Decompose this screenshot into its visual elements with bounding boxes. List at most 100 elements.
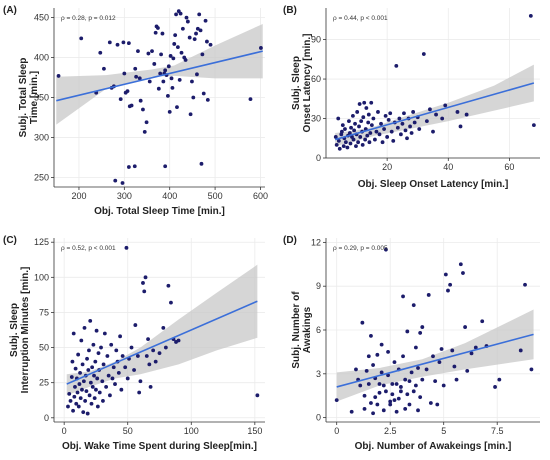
data-point: [185, 19, 190, 24]
plot-area: [334, 247, 534, 416]
data-point: [455, 110, 460, 114]
data-point: [132, 164, 137, 169]
data-point: [122, 71, 127, 76]
data-point: [81, 410, 86, 415]
stat-annotation: ρ = 0.28, p = 0.012: [61, 15, 116, 22]
data-point: [73, 384, 77, 389]
y-axis-title: Subj. Number ofAwakings: [291, 291, 313, 369]
data-point: [203, 18, 208, 23]
data-point: [148, 384, 153, 389]
data-point: [83, 399, 88, 403]
data-point: [78, 370, 82, 375]
x-tick-label: 50: [123, 426, 133, 436]
data-point: [125, 89, 130, 94]
y-tick-label: 450: [34, 13, 49, 23]
data-point: [357, 124, 361, 129]
y-tick-label: 6: [316, 325, 321, 335]
data-point: [135, 354, 140, 358]
data-point: [138, 379, 143, 384]
data-point: [79, 338, 84, 343]
data-point: [68, 399, 73, 403]
data-point: [358, 135, 363, 139]
data-point: [158, 71, 163, 76]
data-point: [79, 36, 84, 41]
data-point: [353, 121, 357, 126]
data-point: [359, 119, 364, 124]
data-point: [354, 144, 358, 149]
data-point: [80, 387, 84, 392]
data-point: [171, 56, 176, 61]
x-tick-label: 150: [247, 426, 262, 436]
data-point: [190, 79, 194, 84]
data-point: [94, 328, 99, 333]
data-point: [375, 352, 380, 357]
data-point: [187, 35, 192, 40]
data-point: [200, 52, 205, 57]
panel-letter: (D): [283, 235, 297, 246]
data-point: [411, 303, 416, 308]
data-point: [401, 294, 405, 299]
data-point: [161, 79, 166, 84]
x-tick-label: 40: [443, 162, 453, 172]
data-point: [403, 377, 408, 382]
data-point: [420, 325, 425, 329]
data-point: [380, 140, 385, 145]
data-point: [96, 351, 101, 356]
data-point: [192, 37, 197, 42]
data-point: [333, 135, 338, 139]
y-tick-label: 400: [34, 53, 49, 63]
x-tick-label: 60: [504, 162, 514, 172]
panel-2: 20 40 60 0 30 60 90 (B) ρ = 0.44, p < 0.001 Obj. …: [283, 5, 540, 190]
data-point: [381, 408, 386, 413]
data-point: [431, 129, 435, 134]
y-tick-label: 0: [316, 153, 321, 163]
plot-area: [56, 9, 263, 185]
data-point: [390, 392, 395, 397]
data-point: [362, 393, 367, 398]
data-point: [366, 354, 371, 359]
data-point: [363, 137, 368, 142]
data-point: [379, 121, 383, 126]
data-point: [129, 103, 134, 108]
data-point: [369, 123, 374, 128]
data-point: [343, 127, 347, 131]
data-point: [369, 333, 373, 338]
data-point: [424, 367, 429, 372]
data-point: [336, 116, 341, 121]
data-point: [170, 86, 175, 90]
data-point: [108, 393, 112, 398]
data-point: [180, 26, 185, 31]
y-tick-label: 350: [34, 93, 49, 103]
y-tick-label: 3: [316, 369, 321, 379]
data-point: [480, 319, 485, 324]
data-point: [351, 137, 356, 142]
data-point: [146, 337, 150, 342]
y-axis-title: Subj. Total SleepTime [min.]: [18, 58, 40, 138]
data-point: [493, 385, 497, 389]
data-point: [138, 98, 143, 103]
y-tick-label: 25: [39, 378, 49, 388]
data-point: [382, 127, 386, 131]
x-tick-label: 5: [441, 426, 446, 436]
data-point: [144, 354, 149, 358]
data-point: [417, 127, 422, 131]
data-point: [402, 111, 406, 116]
data-point: [369, 401, 373, 405]
data-point: [56, 74, 61, 78]
stat-annotation: ρ = 0.44, p < 0.001: [333, 15, 388, 22]
data-point: [82, 325, 87, 330]
data-point: [395, 125, 400, 130]
data-point: [347, 131, 352, 135]
y-tick-label: 125: [34, 237, 49, 247]
data-point: [529, 367, 534, 372]
data-point: [407, 402, 412, 407]
data-point: [373, 395, 378, 400]
data-point: [377, 390, 382, 395]
data-point: [362, 406, 367, 411]
data-point: [120, 181, 125, 185]
data-point: [116, 370, 121, 375]
data-point: [87, 393, 92, 398]
data-point: [364, 368, 369, 373]
y-tick-label: 100: [34, 272, 49, 282]
data-point: [371, 411, 375, 416]
